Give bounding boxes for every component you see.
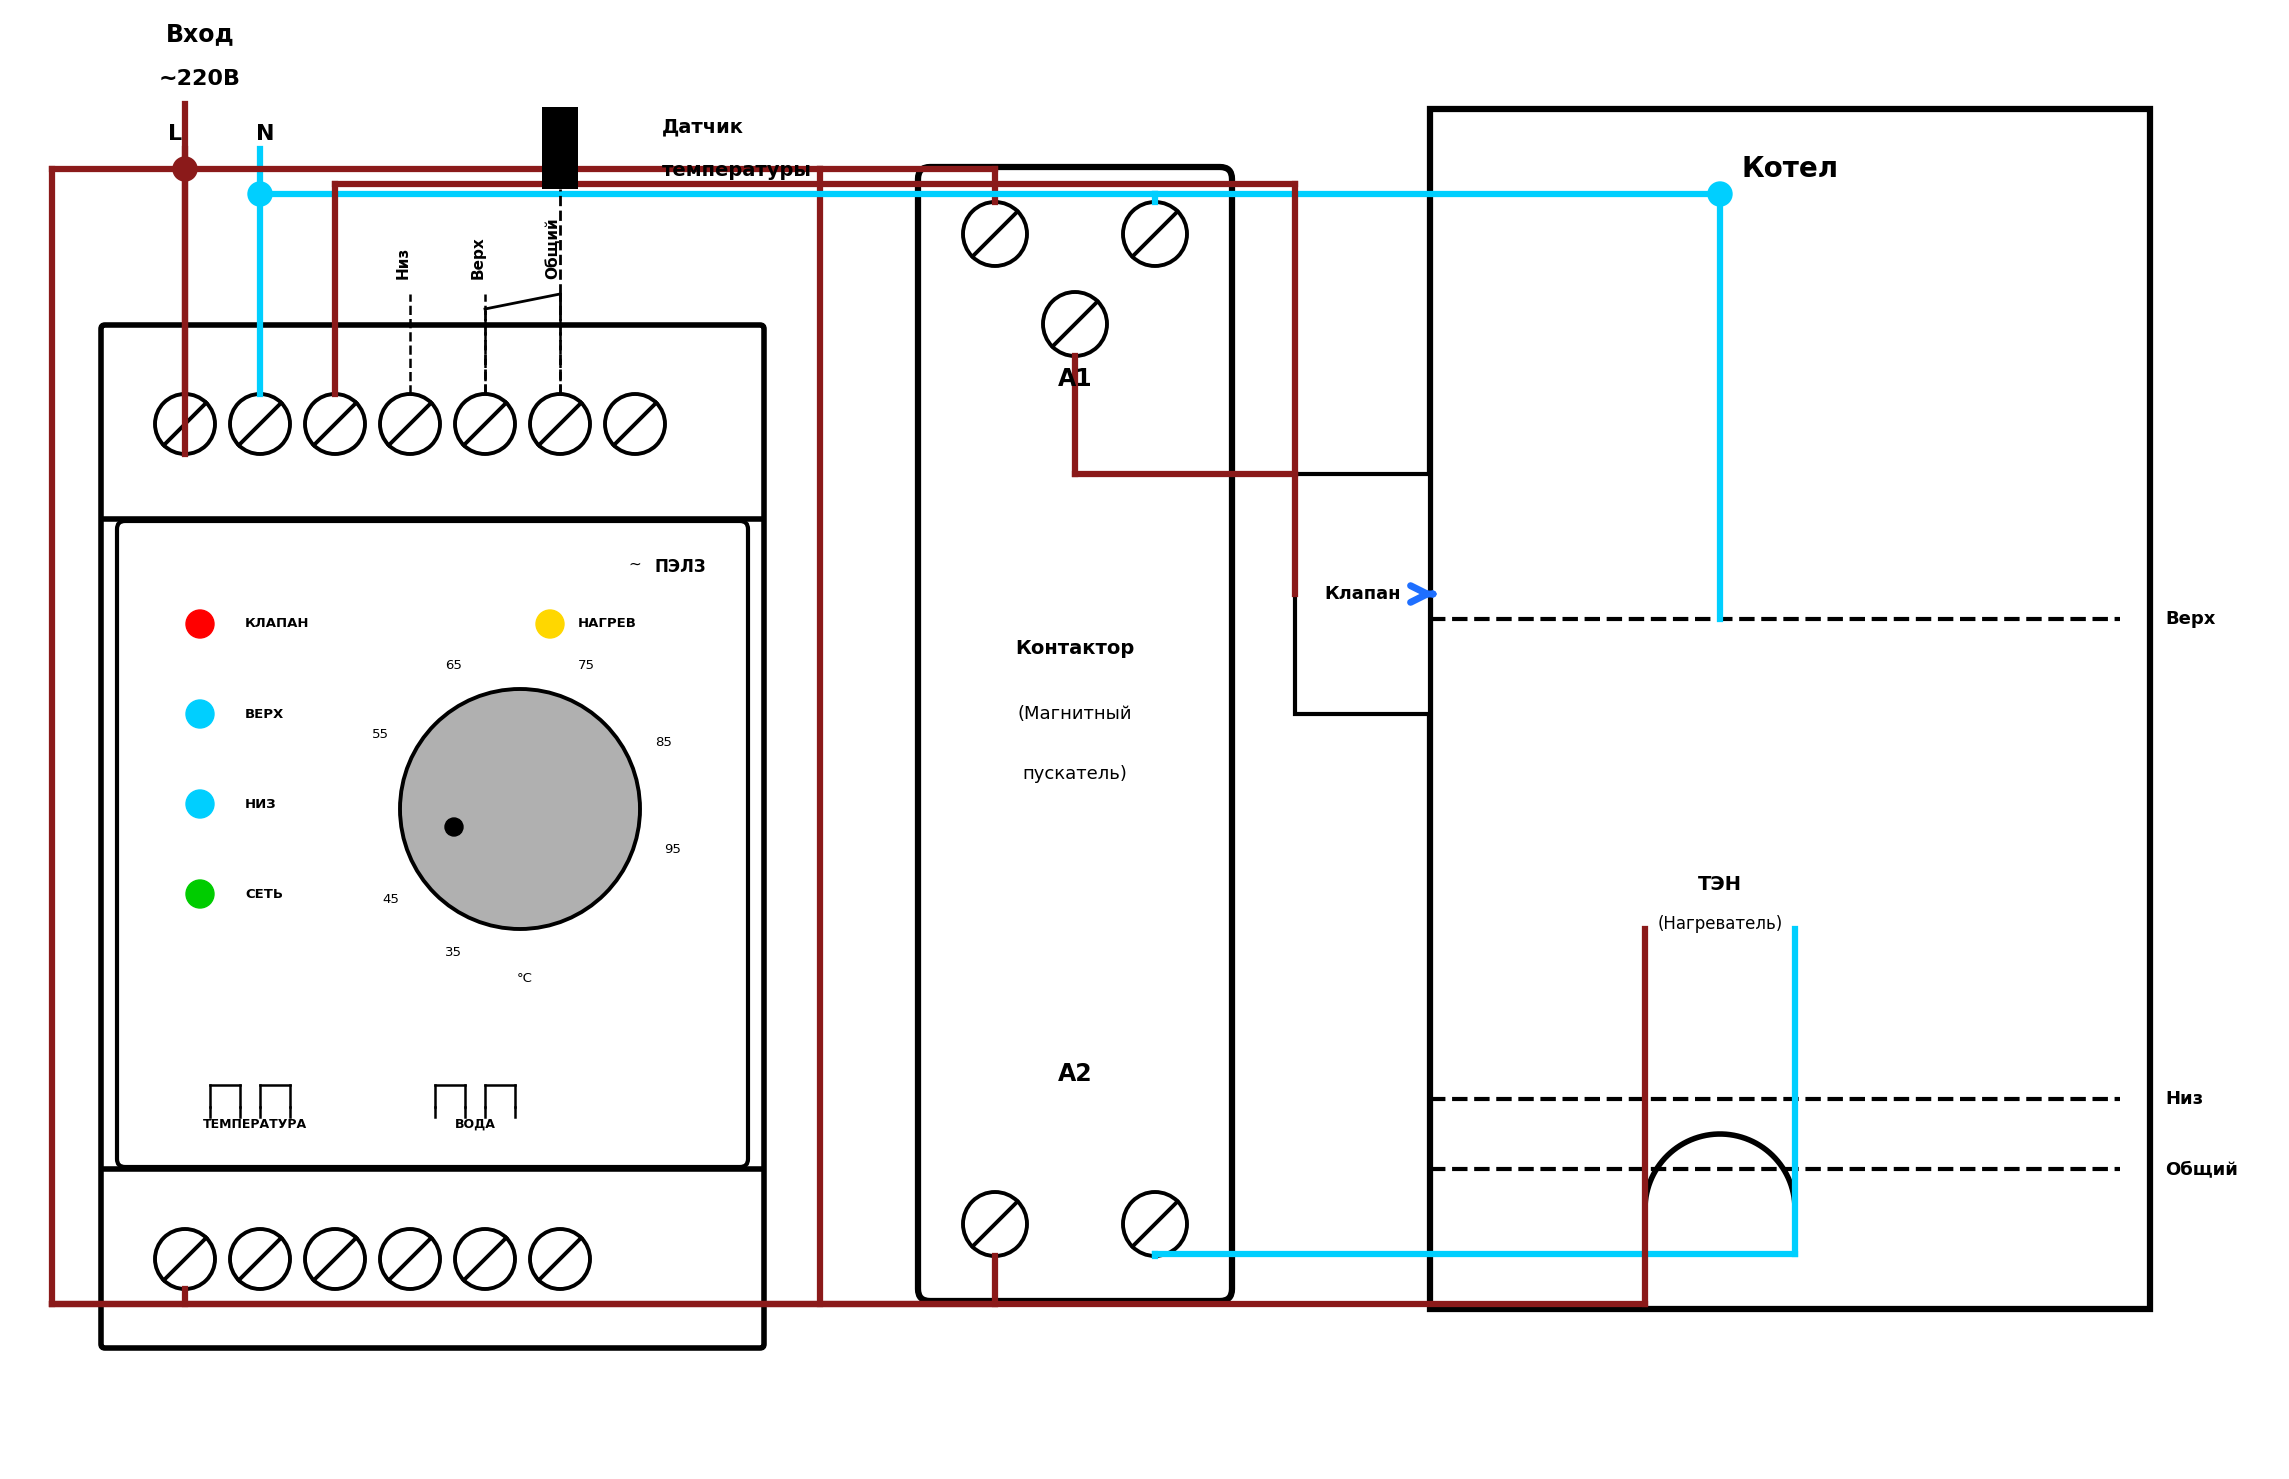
Text: Клапан: Клапан: [1325, 586, 1401, 603]
FancyBboxPatch shape: [918, 167, 1231, 1302]
Text: Датчик: Датчик: [662, 117, 744, 136]
Circle shape: [185, 609, 213, 637]
Text: 45: 45: [382, 893, 398, 907]
Text: °C: °C: [517, 973, 533, 985]
Text: ~220В: ~220В: [158, 70, 240, 89]
Text: Общий: Общий: [2165, 1160, 2239, 1177]
FancyBboxPatch shape: [1431, 109, 2149, 1309]
Text: A2: A2: [1058, 1062, 1092, 1086]
Text: пускатель): пускатель): [1023, 765, 1128, 782]
Text: A1: A1: [1058, 367, 1092, 390]
Text: ~: ~: [629, 556, 641, 571]
Text: L: L: [167, 124, 183, 143]
Text: ВЕРХ: ВЕРХ: [245, 707, 284, 720]
Text: (Нагреватель): (Нагреватель): [1657, 916, 1783, 933]
Text: Верх: Верх: [472, 237, 485, 280]
Text: 75: 75: [579, 660, 595, 673]
Circle shape: [174, 157, 197, 180]
Text: Котел: Котел: [1742, 155, 1838, 183]
Circle shape: [185, 790, 213, 818]
Text: 35: 35: [444, 945, 462, 958]
Text: СЕТЬ: СЕТЬ: [245, 887, 284, 901]
Text: Низ: Низ: [396, 247, 410, 280]
Circle shape: [1708, 182, 1733, 206]
Circle shape: [247, 182, 272, 206]
Circle shape: [185, 880, 213, 908]
Text: ВОДА: ВОДА: [456, 1118, 494, 1130]
Circle shape: [185, 700, 213, 728]
Text: НИЗ: НИЗ: [245, 797, 277, 810]
Text: температуры: температуры: [662, 161, 813, 180]
Text: ТЭН: ТЭН: [1698, 874, 1742, 893]
FancyBboxPatch shape: [117, 521, 749, 1167]
Text: Общий: Общий: [545, 217, 561, 280]
Text: Верх: Верх: [2165, 609, 2216, 629]
FancyBboxPatch shape: [542, 106, 579, 189]
Text: N: N: [256, 124, 275, 143]
Text: 85: 85: [655, 735, 671, 748]
Circle shape: [444, 818, 462, 836]
Text: 55: 55: [373, 728, 389, 741]
Text: Вход: Вход: [165, 22, 233, 46]
Text: Низ: Низ: [2165, 1090, 2202, 1108]
FancyBboxPatch shape: [1296, 473, 1431, 714]
Text: 65: 65: [444, 660, 462, 673]
Text: 95: 95: [664, 843, 682, 856]
Circle shape: [401, 689, 641, 929]
Text: КЛАПАН: КЛАПАН: [245, 618, 309, 630]
Text: ПЭЛЗ: ПЭЛЗ: [655, 558, 705, 575]
FancyBboxPatch shape: [101, 325, 765, 1347]
Circle shape: [536, 609, 563, 637]
Text: ТЕМПЕРАТУРА: ТЕМПЕРАТУРА: [204, 1118, 307, 1130]
Text: Контактор: Контактор: [1016, 639, 1135, 658]
Text: (Магнитный: (Магнитный: [1019, 705, 1133, 723]
Text: НАГРЕВ: НАГРЕВ: [579, 618, 636, 630]
